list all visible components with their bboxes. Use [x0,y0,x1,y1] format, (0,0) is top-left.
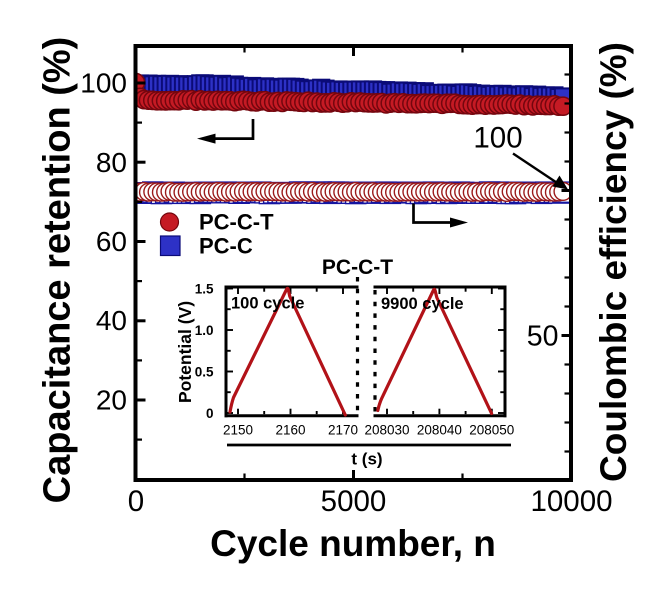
svg-text:1.5: 1.5 [195,281,214,296]
svg-text:10000: 10000 [530,485,612,518]
svg-text:60: 60 [96,226,127,257]
svg-text:Cycle number, n: Cycle number, n [210,523,496,564]
svg-text:t (s): t (s) [351,450,382,469]
svg-text:PC-C: PC-C [199,234,253,259]
svg-text:2150: 2150 [223,423,253,438]
svg-text:100 cycle: 100 cycle [231,295,304,313]
svg-text:0: 0 [206,406,214,421]
svg-text:100: 100 [80,68,127,99]
svg-text:208040: 208040 [417,423,462,438]
svg-text:9900 cycle: 9900 cycle [381,295,464,313]
svg-text:2160: 2160 [275,423,305,438]
svg-text:PC-C-T: PC-C-T [322,256,393,279]
svg-text:80: 80 [96,147,127,178]
svg-text:1.0: 1.0 [195,323,214,338]
svg-text:208030: 208030 [364,423,409,438]
svg-text:2170: 2170 [328,423,358,438]
svg-text:50: 50 [527,321,559,353]
svg-text:0: 0 [128,485,144,518]
svg-text:Potential (V): Potential (V) [175,301,195,403]
svg-text:Capacitance retention (%): Capacitance retention (%) [37,37,79,504]
svg-text:0.5: 0.5 [195,364,214,379]
svg-text:Coulombic efficiency (%): Coulombic efficiency (%) [593,42,634,482]
svg-text:5000: 5000 [321,485,387,518]
svg-text:40: 40 [96,305,127,336]
svg-text:100: 100 [473,122,522,155]
svg-text:208050: 208050 [469,423,514,438]
svg-text:20: 20 [96,385,127,416]
svg-text:PC-C-T: PC-C-T [199,210,274,235]
